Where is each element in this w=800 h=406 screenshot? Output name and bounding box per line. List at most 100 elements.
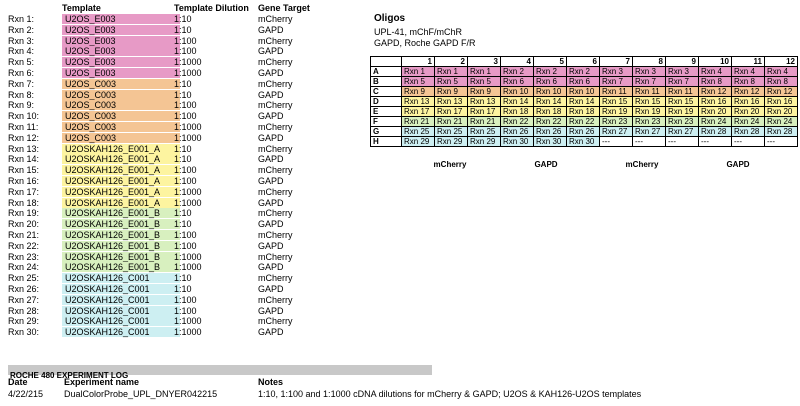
dilution-cell: 1:10 xyxy=(174,273,192,284)
dilution-cell: 1:1000 xyxy=(174,186,202,197)
gene-target-cell: mCherry xyxy=(258,78,293,89)
plate-well: Rxn 27 xyxy=(599,126,633,137)
header-gene-target: Gene Target xyxy=(258,3,310,13)
plate-row: C Rxn 9 Rxn 9 Rxn 9 Rxn 10 Rxn 10 Rxn 10 Rxn 11… xyxy=(370,86,798,97)
plate-column-header: 3 xyxy=(467,56,501,67)
plate-well: Rxn 11 xyxy=(599,86,633,97)
plate-well: Rxn 24 xyxy=(764,116,798,127)
reaction-id: Rxn 20: xyxy=(8,219,40,230)
gene-target-cell: mCherry xyxy=(258,186,293,197)
gene-target-cell: GAPD xyxy=(258,111,284,122)
plate-well: Rxn 9 xyxy=(467,86,501,97)
plate-corner xyxy=(370,56,402,67)
log-title-bar: ROCHE 480 EXPERIMENT LOG xyxy=(8,365,432,380)
reaction-id: Rxn 18: xyxy=(8,197,40,208)
plate-column-header: 10 xyxy=(698,56,732,67)
plate-well: Rxn 17 xyxy=(434,106,468,117)
plate-well: Rxn 10 xyxy=(533,86,567,97)
template-cell: U2OS_C003 xyxy=(62,89,180,100)
plate-well: Rxn 28 xyxy=(764,126,798,137)
plate-well: --- xyxy=(665,136,699,147)
reaction-id: Rxn 26: xyxy=(8,284,40,294)
plate-row: D Rxn 13 Rxn 13 Rxn 13 Rxn 14 Rxn 14 Rxn 14 Rxn… xyxy=(370,96,798,107)
plate-well: Rxn 28 xyxy=(698,126,732,137)
plate-column-header: 6 xyxy=(566,56,600,67)
plate-well: Rxn 9 xyxy=(401,86,435,97)
plate-well: Rxn 17 xyxy=(401,106,435,117)
plate-well: --- xyxy=(599,136,633,147)
plate-gene-label: GAPD xyxy=(534,160,558,169)
template-cell: U2OS_C003 xyxy=(62,132,180,143)
plate-well: Rxn 12 xyxy=(731,86,765,97)
reaction-id: Rxn 4: xyxy=(8,46,35,57)
template-cell: U2OS_C003 xyxy=(62,100,180,111)
plate-well: Rxn 15 xyxy=(632,96,666,107)
plate-well: Rxn 20 xyxy=(698,106,732,117)
plate-well: Rxn 29 xyxy=(467,136,501,147)
gene-target-cell: mCherry xyxy=(258,230,293,240)
log-col-date: Date xyxy=(8,377,28,387)
plate-well: Rxn 13 xyxy=(467,96,501,107)
reaction-id: Rxn 16: xyxy=(8,176,40,186)
reaction-id: Rxn 23: xyxy=(8,251,40,262)
template-cell: U2OS_E003 xyxy=(62,35,180,46)
plate-well: Rxn 12 xyxy=(764,86,798,97)
reaction-id: Rxn 28: xyxy=(8,305,40,316)
plate-column-header: 1 xyxy=(401,56,435,67)
template-cell: U2OSKAH126_E001_A xyxy=(62,176,180,186)
plate-row-label: C xyxy=(370,86,402,97)
dilution-cell: 1:100 xyxy=(174,46,197,57)
plate-row-label: H xyxy=(370,136,402,147)
gene-target-cell: GAPD xyxy=(258,154,284,165)
plate-well: Rxn 16 xyxy=(731,96,765,107)
plate-well: Rxn 8 xyxy=(764,76,798,87)
plate-well: Rxn 22 xyxy=(500,116,534,127)
plate-well: Rxn 3 xyxy=(632,66,666,77)
template-cell: U2OSKAH126_C001 xyxy=(62,327,180,338)
plate-well: Rxn 26 xyxy=(566,126,600,137)
plate-well: Rxn 2 xyxy=(500,66,534,77)
dilution-cell: 1:100 xyxy=(174,111,197,122)
reaction-id: Rxn 24: xyxy=(8,262,40,273)
plate-well: Rxn 1 xyxy=(467,66,501,77)
plate-well: Rxn 11 xyxy=(665,86,699,97)
plate-well: Rxn 4 xyxy=(731,66,765,77)
template-cell: U2OSKAH126_E001_A xyxy=(62,165,180,176)
reaction-id: Rxn 6: xyxy=(8,68,35,78)
plate-row-label: E xyxy=(370,106,402,117)
header-template: Template xyxy=(62,3,101,13)
template-cell: U2OS_E003 xyxy=(62,46,180,57)
plate-column-header: 8 xyxy=(632,56,666,67)
plate-well: Rxn 9 xyxy=(434,86,468,97)
reaction-id: Rxn 8: xyxy=(8,89,35,100)
plate-row-label: D xyxy=(370,96,402,107)
gene-target-cell: mCherry xyxy=(258,100,293,111)
gene-target-cell: GAPD xyxy=(258,89,284,100)
plate-well: Rxn 13 xyxy=(434,96,468,107)
plate-well: Rxn 3 xyxy=(599,66,633,77)
log-experiment-name: DualColorProbe_UPL_DNYER042215 xyxy=(64,389,218,399)
plate-well: Rxn 25 xyxy=(434,126,468,137)
plate-layout-table: 1 2 3 4 5 6 7 8 9 10 11 12 A Rxn 1 Rxn 1 Rxn 1 Rxn 2 Rxn … xyxy=(370,56,798,147)
dilution-cell: 1:100 xyxy=(174,176,197,186)
plate-well: Rxn 12 xyxy=(698,86,732,97)
plate-well: Rxn 22 xyxy=(533,116,567,127)
template-cell: U2OS_C003 xyxy=(62,111,180,122)
reaction-id: Rxn 10: xyxy=(8,111,40,122)
plate-well: Rxn 23 xyxy=(665,116,699,127)
log-col-notes: Notes xyxy=(258,377,284,387)
plate-well: Rxn 15 xyxy=(665,96,699,107)
reaction-id: Rxn 30: xyxy=(8,327,40,338)
log-date: 4/22/215 xyxy=(8,389,44,399)
dilution-cell: 1:1000 xyxy=(174,122,202,132)
plate-well: Rxn 4 xyxy=(698,66,732,77)
plate-well: Rxn 5 xyxy=(434,76,468,87)
plate-gene-label: mCherry xyxy=(625,160,659,169)
plate-well: Rxn 24 xyxy=(731,116,765,127)
dilution-cell: 1:1000 xyxy=(174,57,202,68)
plate-well: Rxn 26 xyxy=(533,126,567,137)
template-cell: U2OSKAH126_E001_B xyxy=(62,219,180,230)
dilution-cell: 1:10 xyxy=(174,208,192,219)
plate-well: Rxn 30 xyxy=(500,136,534,147)
plate-well: Rxn 18 xyxy=(500,106,534,117)
